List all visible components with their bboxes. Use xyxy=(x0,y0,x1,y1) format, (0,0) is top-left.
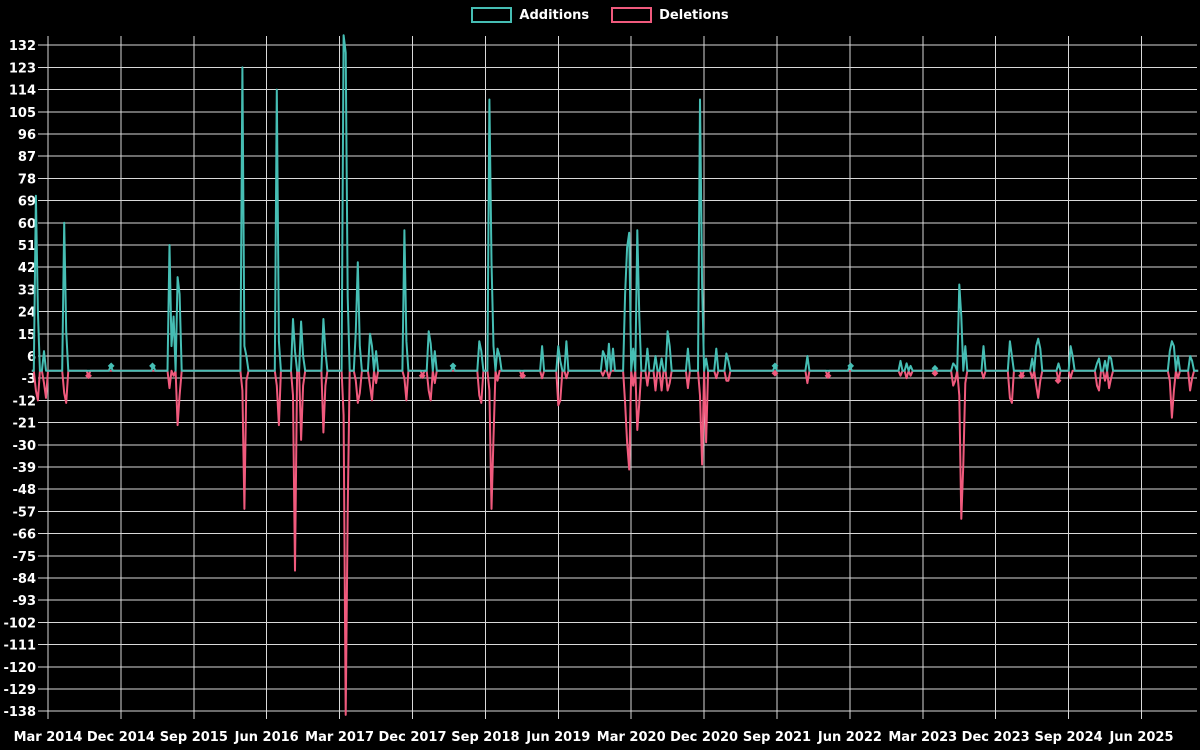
additions-marker-icon xyxy=(149,362,156,370)
x-tick-label: Sep 2024 xyxy=(1034,730,1102,745)
y-tick-label: 60 xyxy=(18,217,36,232)
deletions-marker-icon xyxy=(85,372,92,380)
y-tick-label: -39 xyxy=(13,461,37,476)
additions-marker-icon xyxy=(449,362,457,370)
y-tick-label: 15 xyxy=(18,328,36,343)
y-tick-label: -93 xyxy=(13,594,37,609)
y-tick-label: 96 xyxy=(18,128,36,143)
additions-swatch-icon xyxy=(471,7,513,23)
point-markers xyxy=(85,362,1062,385)
x-tick-label: Sep 2015 xyxy=(160,730,228,745)
y-tick-label: -102 xyxy=(3,616,36,631)
y-tick-label: -75 xyxy=(13,550,37,565)
additions-marker-icon xyxy=(107,362,115,370)
x-tick-label: Dec 2020 xyxy=(670,730,738,745)
legend-item-deletions[interactable]: Deletions xyxy=(611,7,729,23)
x-tick-label: Sep 2021 xyxy=(743,730,811,745)
y-tick-label: 132 xyxy=(9,39,36,54)
y-tick-label: 105 xyxy=(9,106,36,121)
y-tick-label: 69 xyxy=(18,195,36,210)
y-tick-label: -120 xyxy=(3,661,36,676)
y-tick-label: -30 xyxy=(13,439,37,454)
y-tick-label: -129 xyxy=(3,683,36,698)
y-tick-label: 24 xyxy=(18,306,36,321)
legend-label-additions: Additions xyxy=(519,7,590,23)
y-tick-label: -111 xyxy=(3,639,36,654)
y-tick-label: 78 xyxy=(18,172,36,187)
axis-labels: 132 123 114 105 96 87 78 69 60 51 42 33 24 15 6 -3 -12 -2… xyxy=(3,39,1173,745)
y-tick-label: 87 xyxy=(18,150,36,165)
x-tick-label: Mar 2020 xyxy=(597,730,666,745)
y-tick-label: 51 xyxy=(18,239,36,254)
x-tick-label: Dec 2017 xyxy=(378,730,446,745)
y-tick-label: -57 xyxy=(13,505,37,520)
y-tick-label: 6 xyxy=(27,350,36,365)
deletions-marker-icon xyxy=(771,369,779,377)
additions-line xyxy=(31,34,1199,372)
x-tick-label: Dec 2014 xyxy=(87,730,155,745)
deletions-marker-icon xyxy=(418,372,426,380)
y-tick-label: -138 xyxy=(3,705,36,720)
x-tick-label: Jun 2025 xyxy=(1108,730,1173,745)
legend-label-deletions: Deletions xyxy=(659,7,729,23)
deletions-swatch-icon xyxy=(611,7,653,23)
y-tick-label: -12 xyxy=(13,394,37,409)
y-tick-label: 114 xyxy=(9,84,36,99)
x-tick-label: Jun 2022 xyxy=(817,730,882,745)
legend-item-additions[interactable]: Additions xyxy=(471,7,589,23)
y-tick-label: 42 xyxy=(18,261,36,276)
x-tick-label: Jun 2016 xyxy=(234,730,299,745)
y-tick-label: -48 xyxy=(13,483,37,498)
y-tick-label: 33 xyxy=(18,283,36,298)
x-tick-label: Mar 2023 xyxy=(888,730,957,745)
x-tick-label: Mar 2014 xyxy=(14,730,83,745)
chart-legend: Additions Deletions xyxy=(0,7,1200,23)
y-tick-label: 123 xyxy=(9,61,36,76)
deletions-marker-icon xyxy=(931,369,939,377)
deletions-marker-icon xyxy=(519,372,527,380)
grid-lines xyxy=(38,36,1197,719)
y-tick-label: -84 xyxy=(13,572,37,587)
additions-marker-icon xyxy=(931,364,939,372)
x-tick-label: Mar 2017 xyxy=(305,730,374,745)
additions-marker-icon xyxy=(847,362,855,370)
deletions-marker-icon xyxy=(824,372,832,380)
additions-marker-icon xyxy=(771,362,779,370)
deletions-marker-icon xyxy=(1054,377,1062,385)
y-tick-label: -3 xyxy=(22,372,36,387)
x-tick-label: Dec 2023 xyxy=(962,730,1030,745)
x-tick-label: Sep 2018 xyxy=(451,730,519,745)
y-tick-label: -21 xyxy=(13,417,37,432)
deletions-marker-icon xyxy=(1018,372,1026,380)
x-tick-label: Jun 2019 xyxy=(525,730,590,745)
y-tick-label: -66 xyxy=(13,528,37,543)
